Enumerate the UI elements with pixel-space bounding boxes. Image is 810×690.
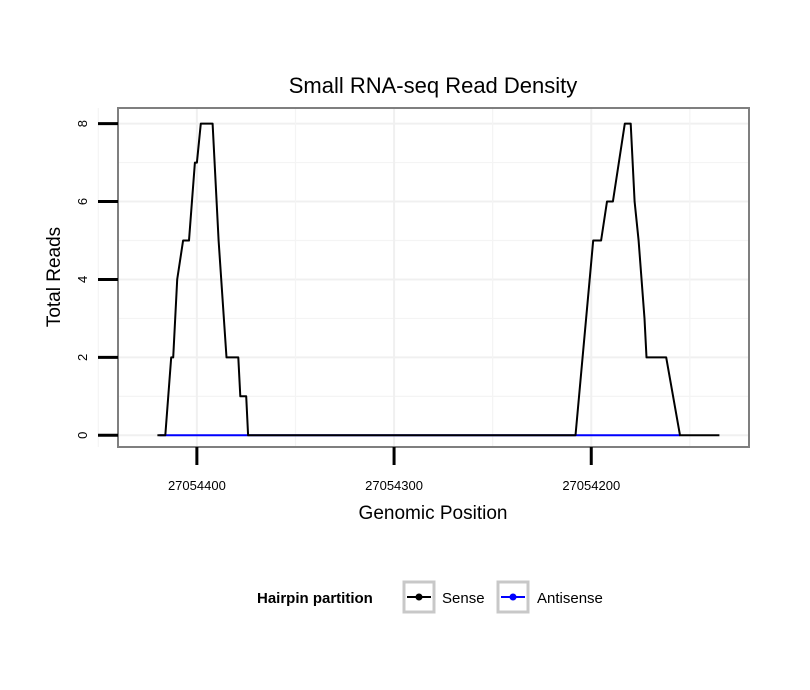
chart-title: Small RNA-seq Read Density — [289, 73, 578, 98]
y-tick-label: 8 — [75, 120, 90, 127]
grid-lines — [97, 108, 749, 447]
x-axis: 27054400 27054300 27054200 — [168, 447, 620, 493]
legend-label-sense: Sense — [442, 590, 485, 607]
x-tick-label: 27054400 — [168, 478, 226, 493]
series-layer — [157, 122, 720, 437]
y-tick-label: 0 — [75, 432, 90, 439]
y-axis-title: Total Reads — [44, 227, 65, 327]
x-tick-label: 27054300 — [365, 478, 423, 493]
plot-area — [118, 108, 749, 447]
y-tick-label: 6 — [75, 198, 90, 205]
legend-point-sense — [415, 593, 423, 601]
y-axis: 0 2 4 6 8 — [75, 120, 118, 439]
x-axis-title: Genomic Position — [359, 503, 508, 524]
legend: Hairpin partition Sense Antisense — [257, 580, 603, 614]
y-tick-label: 2 — [75, 354, 90, 361]
plot-border — [117, 107, 750, 448]
series-line-sense — [157, 122, 720, 437]
legend-item-sense: Sense — [402, 580, 485, 614]
x-tick-label: 27054200 — [562, 478, 620, 493]
y-tick-label: 4 — [75, 276, 90, 283]
legend-point-antisense — [509, 593, 517, 601]
legend-label-antisense: Antisense — [537, 590, 603, 607]
legend-title: Hairpin partition — [257, 590, 373, 607]
legend-item-antisense: Antisense — [496, 580, 603, 614]
